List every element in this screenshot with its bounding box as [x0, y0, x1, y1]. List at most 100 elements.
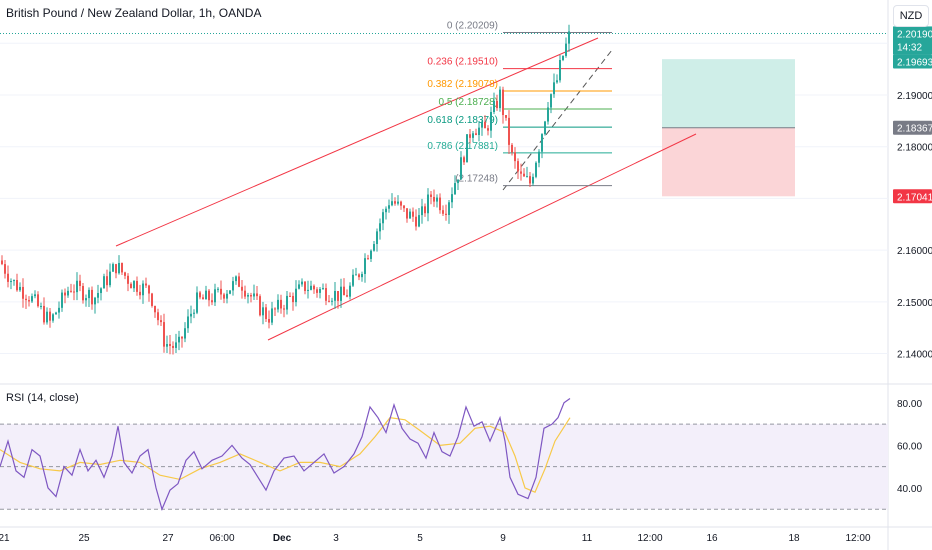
candle-body: [112, 264, 114, 272]
candle-body: [379, 223, 381, 232]
candle-body: [100, 288, 102, 294]
rsi-tick-label: 80.00: [897, 399, 922, 410]
candle-body: [187, 316, 189, 329]
candle-body: [559, 59, 561, 81]
candle-body: [337, 290, 339, 301]
candle-body: [238, 276, 240, 287]
time-tick-label: 27: [162, 533, 174, 544]
candle-body: [67, 290, 69, 296]
candle-body: [502, 89, 504, 116]
fibonacci-retracement[interactable]: 0 (2.20209) 0.236 (2.19510) 0.382 (2.19078…: [427, 20, 612, 187]
candle-body: [286, 295, 288, 310]
price-axis[interactable]: 2.140002.150002.160002.170002.180002.190…: [893, 26, 932, 361]
candle-body: [148, 285, 150, 294]
time-tick-label: 06:00: [209, 533, 234, 544]
candle-body: [172, 345, 174, 348]
fib-level-label: 0.786 (2.17881): [427, 141, 498, 152]
chart-title: British Pound / New Zealand Dollar, 1h, …: [6, 6, 262, 20]
candle-body: [424, 206, 426, 214]
fib-level-label: 0 (2.20209): [447, 20, 498, 31]
candle-body: [202, 297, 204, 300]
candle-body: [85, 298, 87, 301]
candle-body: [346, 295, 348, 297]
candle-body: [7, 273, 9, 282]
candle-body: [475, 133, 477, 135]
candle-body: [247, 294, 249, 297]
candle-body: [175, 342, 177, 348]
candle-body: [328, 300, 330, 302]
candle-body: [193, 312, 195, 314]
candle-body: [1, 260, 3, 265]
candle-body: [343, 286, 345, 296]
time-tick-label: 25: [78, 533, 90, 544]
candle-body: [250, 294, 252, 297]
time-tick-label: Dec: [273, 533, 292, 544]
candle-body: [10, 281, 12, 283]
candle-body: [439, 197, 441, 211]
time-tick-label: 9: [500, 533, 506, 544]
candle-body: [322, 288, 324, 290]
candle-body: [43, 305, 45, 323]
position-zones[interactable]: [662, 59, 795, 197]
candle-body: [166, 344, 168, 347]
fib-level-label: 0.236 (2.19510): [427, 57, 498, 68]
candle-body: [529, 176, 531, 184]
projection-line: [502, 49, 613, 191]
time-tick-label: 12:00: [845, 533, 870, 544]
candle-body: [481, 121, 483, 128]
candle-body: [259, 296, 261, 316]
candle-body: [169, 344, 171, 346]
candle-body: [121, 262, 123, 273]
candle-body: [214, 289, 216, 303]
time-tick-label: 18: [788, 533, 800, 544]
candle-body: [511, 144, 513, 153]
candle-body: [550, 94, 552, 108]
rsi-pane: [0, 398, 888, 512]
candle-body: [208, 290, 210, 301]
candle-body: [451, 194, 453, 203]
candle-body: [553, 82, 555, 95]
time-tick-label: 3: [333, 533, 339, 544]
candle-body: [256, 293, 258, 297]
candle-body: [253, 293, 255, 297]
candle-body: [457, 179, 459, 184]
time-axis[interactable]: 21 25 27 06:00 Dec 3 5 9 11 12:00 16 18 12:00: [0, 526, 932, 544]
current-price-label: 2.20190: [897, 29, 932, 40]
candle-body: [454, 183, 456, 195]
candle-body: [151, 293, 153, 306]
countdown-label: 14:32: [897, 42, 922, 53]
candle-body: [34, 294, 36, 297]
candle-body: [400, 201, 402, 206]
candle-body: [91, 289, 93, 305]
candle-body: [76, 280, 78, 293]
candle-body: [70, 290, 72, 292]
candle-body: [133, 280, 135, 289]
currency-button[interactable]: NZD: [893, 5, 929, 27]
candle-body: [226, 293, 228, 299]
candle-body: [388, 205, 390, 209]
candle-body: [16, 280, 18, 291]
candle-body: [25, 298, 27, 301]
candle-body: [271, 308, 273, 323]
candle-body: [31, 296, 33, 302]
candle-body: [58, 307, 60, 313]
axis-tag-target-label: 2.19693: [897, 57, 932, 68]
candle-body: [463, 157, 465, 163]
candle-body: [301, 281, 303, 285]
candle-body: [370, 250, 372, 259]
candle-body: [79, 280, 81, 286]
time-tick-label: 12:00: [637, 533, 662, 544]
rsi-axis[interactable]: 40.00 60.00 80.00: [897, 399, 922, 495]
axis-tag-stop: [893, 189, 932, 204]
price-channel[interactable]: [0, 32, 888, 341]
candle-body: [466, 134, 468, 163]
candle-body: [40, 305, 42, 307]
candle-body: [409, 211, 411, 219]
axis-tag-entry: [893, 120, 932, 135]
candle-body: [532, 176, 534, 184]
candle-body: [217, 288, 219, 290]
candle-body: [157, 312, 159, 321]
candle-body: [385, 208, 387, 213]
